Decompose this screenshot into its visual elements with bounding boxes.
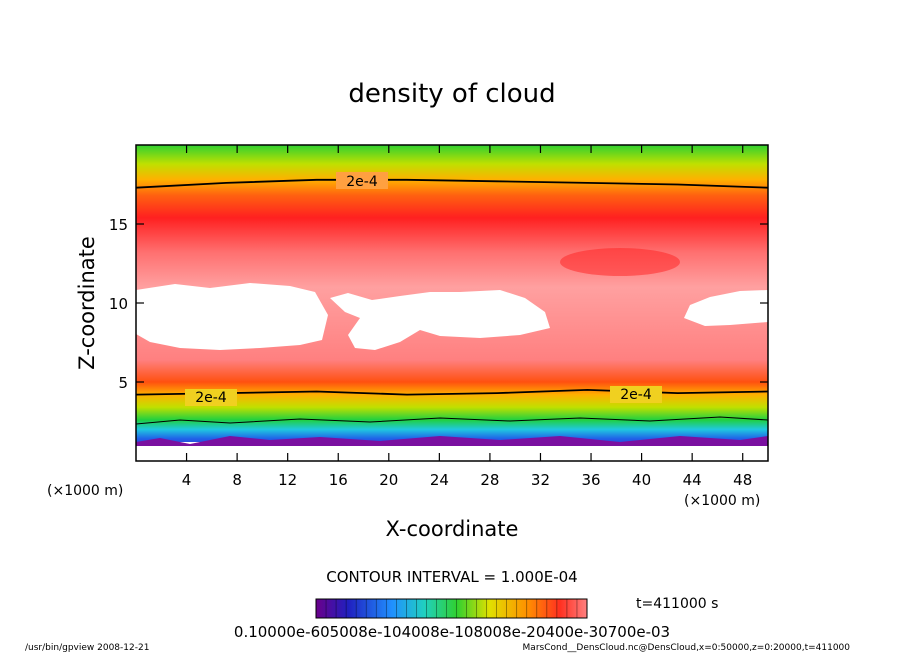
- x-axis-label: X-coordinate: [386, 517, 519, 541]
- x-tick-label: 4: [182, 471, 192, 489]
- x-tick-label: 20: [379, 471, 398, 489]
- x-tick-label: 28: [480, 471, 499, 489]
- colorbar: [315, 598, 588, 619]
- x-tick-label: 16: [329, 471, 348, 489]
- time-label: t=411000 s: [636, 596, 718, 612]
- density-trough: [560, 248, 680, 276]
- x-tick-label: 8: [232, 471, 242, 489]
- contour-label-left: 2e-4: [195, 390, 227, 406]
- x-tick-label: 12: [278, 471, 297, 489]
- contour-label-bg-top: [336, 172, 388, 189]
- bottom-blank: [136, 442, 768, 461]
- y-axis-unit: (×1000 m): [47, 483, 123, 499]
- y-axis-ticks: 5 10 15: [109, 216, 768, 392]
- bottom-edge: [136, 436, 768, 446]
- contour-line-minor: [136, 416, 768, 425]
- contour-label-top: 2e-4: [346, 174, 378, 190]
- y-tick-label: 5: [118, 374, 128, 392]
- colorbar-ticks: [315, 599, 588, 618]
- x-tick-label: 44: [683, 471, 702, 489]
- x-tick-label: 32: [531, 471, 550, 489]
- chart-title: density of cloud: [348, 79, 555, 109]
- footer-left: /usr/bin/gpview 2008-12-21: [25, 643, 149, 653]
- x-tick-label: 48: [733, 471, 752, 489]
- clear-region-left: [136, 283, 328, 350]
- contour-line-upper: [136, 178, 768, 189]
- plot-field: 2e-4 2e-4 2e-4: [136, 145, 768, 461]
- y-tick-label: 10: [109, 295, 128, 313]
- x-axis-unit: (×1000 m): [684, 493, 760, 509]
- y-axis-label: Z-coordinate: [75, 236, 99, 370]
- x-tick-label: 40: [632, 471, 651, 489]
- footer-right: MarsCond__DensCloud.nc@DensCloud,x=0:500…: [523, 643, 851, 653]
- y-tick-label: 15: [109, 216, 128, 234]
- x-tick-label: 24: [430, 471, 449, 489]
- clear-region-center: [330, 290, 550, 350]
- x-axis-ticks: 4 8 12 16 20 24 28 32 36 40 44 48: [182, 145, 752, 489]
- contour-interval: CONTOUR INTERVAL = 1.000E-04: [326, 568, 577, 586]
- colorbar-labels: 0.10000e-605008e-104008e-108008e-20400e-…: [234, 623, 670, 641]
- x-tick-label: 36: [581, 471, 600, 489]
- contour-label-right: 2e-4: [620, 387, 652, 403]
- contour-label-bg-right: [610, 386, 662, 403]
- contour-label-bg-left: [185, 389, 237, 406]
- clear-region-right: [684, 290, 768, 326]
- contour-line-lower: [136, 388, 768, 396]
